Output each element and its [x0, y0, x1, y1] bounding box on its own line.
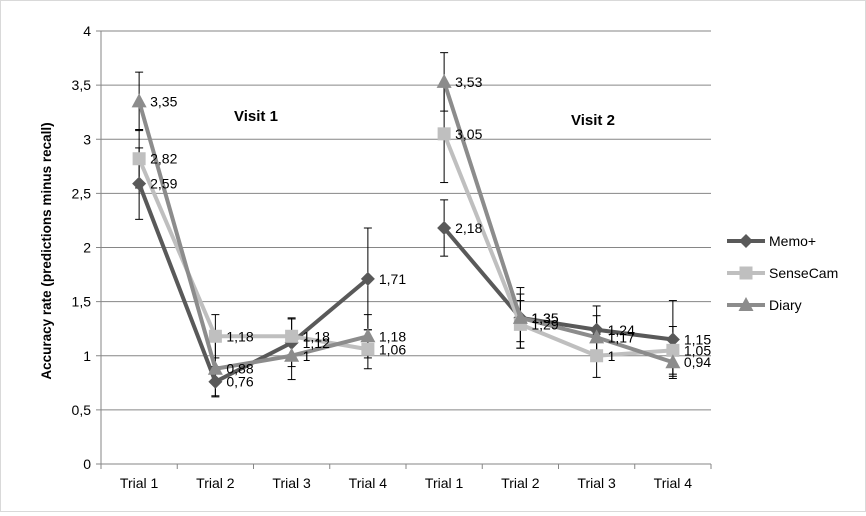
series-sensecam [132, 127, 680, 363]
annotation-visit-2: Visit 2 [571, 112, 615, 129]
data-point [666, 343, 680, 357]
annotation-visit-1: Visit 1 [234, 108, 278, 125]
legend-marker [738, 297, 754, 311]
legend-item: Memo+ [727, 233, 816, 249]
x-tick-labels: Trial 1 Trial 2 Trial 3 Trial 4 Trial 1 Trial… [120, 475, 692, 491]
series-line [137, 100, 369, 371]
axes [96, 30, 712, 469]
x-tick-label: Trial 2 [501, 475, 540, 491]
y-tick-labels: 0 0,5 1 1,5 2 2,5 3 3,5 4 [72, 23, 92, 472]
data-point [437, 221, 452, 236]
data-point [361, 342, 375, 356]
data-point [437, 127, 451, 141]
data-label: 1 [608, 348, 616, 364]
data-point [360, 328, 376, 343]
x-tick-label: Trial 4 [654, 475, 693, 491]
series-line [137, 157, 369, 352]
x-tick-label: Trial 2 [196, 475, 235, 491]
data-point [208, 374, 223, 389]
data-label: 1,18 [303, 328, 330, 344]
legend-label: Diary [769, 297, 802, 313]
data-label: 1,15 [684, 332, 711, 348]
y-tick-label: 1,5 [72, 294, 92, 310]
data-label: 1,12 [303, 335, 330, 351]
data-label: 0,94 [684, 354, 711, 370]
data-label: 1,18 [379, 328, 406, 344]
data-point [589, 329, 605, 344]
y-tick-label: 1 [83, 348, 91, 364]
y-tick-label: 4 [83, 23, 91, 39]
data-label: 1,35 [531, 310, 558, 326]
y-tick-label: 0,5 [72, 402, 92, 418]
data-point [285, 329, 299, 343]
data-point [284, 347, 300, 362]
legend-item: SenseCam [727, 265, 838, 281]
x-tick-label: Trial 1 [425, 475, 464, 491]
x-tick-label: Trial 4 [349, 475, 388, 491]
data-label: 3,05 [455, 126, 482, 142]
data-label: 1,71 [379, 271, 406, 287]
y-tick-label: 2 [83, 240, 91, 256]
data-label: 2,59 [150, 176, 177, 192]
y-tick-label: 0 [83, 456, 91, 472]
data-point [360, 271, 375, 286]
data-label: 1,17 [608, 329, 635, 345]
x-tick-label: Trial 3 [577, 475, 616, 491]
y-tick-label: 2,5 [72, 185, 92, 201]
data-label: 1,05 [684, 342, 711, 358]
series-line [137, 182, 370, 384]
data-point [665, 354, 681, 369]
legend-marker [739, 234, 753, 248]
data-point [590, 349, 604, 363]
data-point [207, 360, 223, 375]
legend: Memo+ SenseCam Diary [727, 233, 838, 313]
x-tick-label: Trial 1 [120, 475, 159, 491]
legend-marker [739, 266, 753, 280]
y-tick-label: 3 [83, 131, 91, 147]
data-point [131, 93, 147, 108]
y-tick-label: 3,5 [72, 77, 92, 93]
data-label: 1,24 [608, 322, 635, 338]
data-label: 0,76 [226, 374, 253, 390]
data-label: 1,29 [531, 316, 558, 332]
series-layer [131, 52, 681, 398]
data-label: 3,35 [150, 93, 177, 109]
legend-item: Diary [727, 297, 802, 313]
data-label: 1,06 [379, 341, 406, 357]
x-tick-label: Trial 3 [272, 475, 311, 491]
data-label: 2,82 [150, 151, 177, 167]
data-point [436, 73, 452, 88]
data-point [132, 152, 146, 166]
series-line [442, 226, 674, 342]
data-label: 1,35 [531, 310, 558, 326]
data-label: 2,18 [455, 220, 482, 236]
data-point [512, 309, 528, 324]
data-point [132, 176, 147, 191]
series-diary [131, 73, 681, 375]
data-label: 1,18 [226, 328, 253, 344]
series-line [442, 133, 674, 358]
data-point [208, 329, 222, 343]
legend-label: Memo+ [769, 233, 816, 249]
data-label: 1 [303, 348, 311, 364]
data-point [665, 332, 680, 347]
legend-label: SenseCam [769, 265, 838, 281]
data-label: 0,88 [226, 361, 253, 377]
data-labels: 2,59 0,76 1,12 1,71 2,18 1,35 1,24 1,15 2,82 1,18… [150, 74, 711, 390]
series-line [442, 81, 674, 365]
y-axis-label: Accuracy rate (predictions minus recall) [39, 122, 54, 379]
data-label: 3,53 [455, 74, 482, 90]
